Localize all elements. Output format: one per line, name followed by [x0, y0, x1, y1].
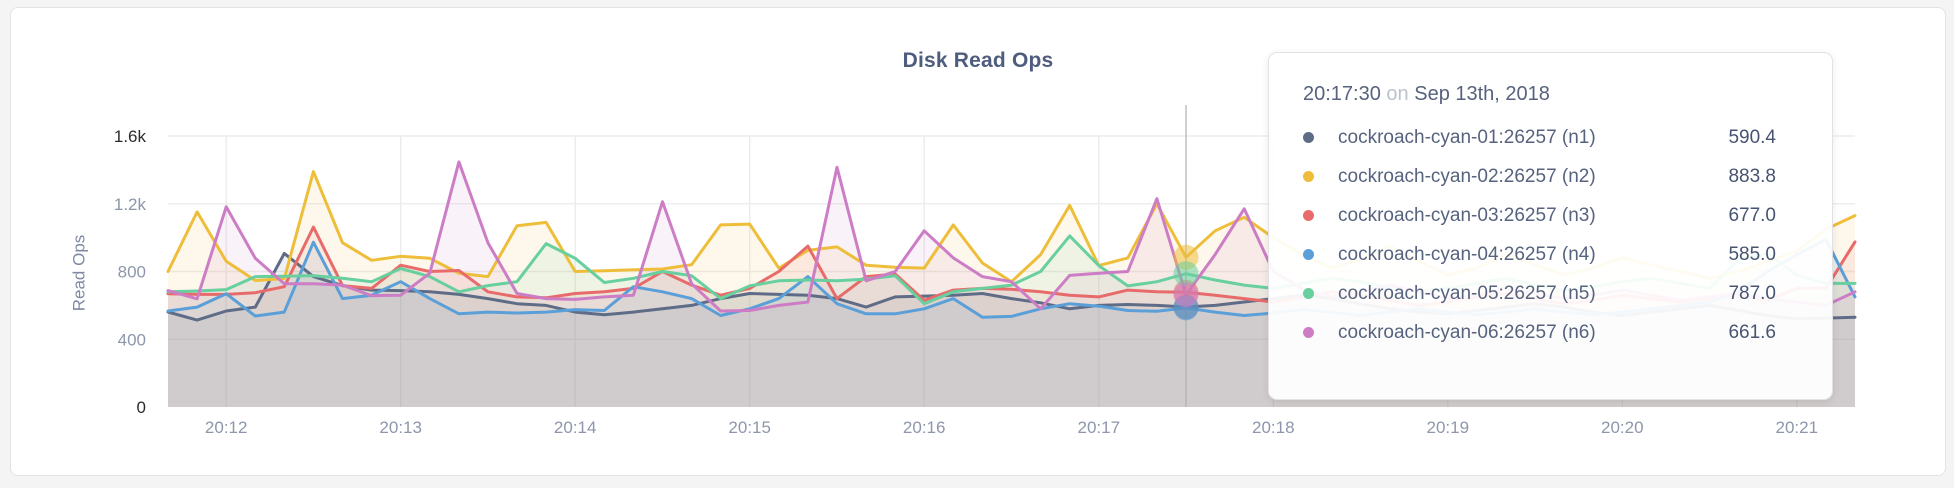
- y-tick-label: 800: [118, 263, 146, 282]
- tooltip-row: cockroach-cyan-04:26257 (n4) 585.0: [1303, 235, 1776, 274]
- tooltip-date: Sep 13th, 2018: [1414, 83, 1550, 105]
- x-tick-label: 20:12: [205, 418, 248, 437]
- series-dot-icon: [1303, 132, 1314, 143]
- tooltip-header: 20:17:30 on Sep 13th, 2018: [1303, 83, 1776, 106]
- series-label: cockroach-cyan-01:26257 (n1): [1338, 126, 1596, 148]
- tooltip-row: cockroach-cyan-06:26257 (n6) 661.6: [1303, 313, 1776, 352]
- series-dot-icon: [1303, 171, 1314, 182]
- x-tick-label: 20:13: [379, 418, 422, 437]
- series-label: cockroach-cyan-04:26257 (n4): [1338, 243, 1596, 265]
- series-value: 787.0: [1728, 282, 1776, 304]
- series-label: cockroach-cyan-06:26257 (n6): [1338, 321, 1596, 343]
- y-tick-label: 1.2k: [114, 195, 147, 214]
- y-tick-label: 0: [137, 398, 146, 417]
- y-tick-label: 1.6k: [114, 127, 147, 146]
- chart-title: Disk Read Ops: [902, 49, 1054, 72]
- hover-point: [1173, 261, 1199, 287]
- series-value: 661.6: [1728, 321, 1776, 343]
- series-value: 883.8: [1728, 165, 1776, 187]
- series-label: cockroach-cyan-03:26257 (n3): [1338, 204, 1596, 226]
- x-tick-label: 20:18: [1252, 418, 1295, 437]
- tooltip-time: 20:17:30: [1303, 83, 1381, 105]
- tooltip-row: cockroach-cyan-05:26257 (n5) 787.0: [1303, 274, 1776, 313]
- x-tick-label: 20:16: [903, 418, 946, 437]
- series-value: 590.4: [1728, 126, 1776, 148]
- tooltip-row: cockroach-cyan-02:26257 (n2) 883.8: [1303, 157, 1776, 196]
- series-dot-icon: [1303, 288, 1314, 299]
- hover-point: [1173, 282, 1199, 308]
- tooltip-on-word: on: [1386, 83, 1409, 105]
- series-dot-icon: [1303, 327, 1314, 338]
- tooltip-row: cockroach-cyan-01:26257 (n1) 590.4: [1303, 118, 1776, 157]
- series-label: cockroach-cyan-05:26257 (n5): [1338, 282, 1596, 304]
- tooltip-row: cockroach-cyan-03:26257 (n3) 677.0: [1303, 196, 1776, 235]
- series-dot-icon: [1303, 249, 1314, 260]
- series-value: 585.0: [1728, 243, 1776, 265]
- x-tick-label: 20:14: [554, 418, 597, 437]
- x-tick-label: 20:20: [1601, 418, 1644, 437]
- series-dot-icon: [1303, 210, 1314, 221]
- y-tick-label: 400: [118, 330, 146, 349]
- x-tick-label: 20:21: [1776, 418, 1819, 437]
- x-tick-label: 20:19: [1427, 418, 1470, 437]
- hover-tooltip: 20:17:30 on Sep 13th, 2018 cockroach-cya…: [1268, 52, 1833, 400]
- series-label: cockroach-cyan-02:26257 (n2): [1338, 165, 1596, 187]
- series-value: 677.0: [1728, 204, 1776, 226]
- x-tick-label: 20:17: [1078, 418, 1121, 437]
- x-tick-label: 20:15: [728, 418, 771, 437]
- tooltip-row-list: cockroach-cyan-01:26257 (n1) 590.4 cockroa…: [1303, 118, 1776, 352]
